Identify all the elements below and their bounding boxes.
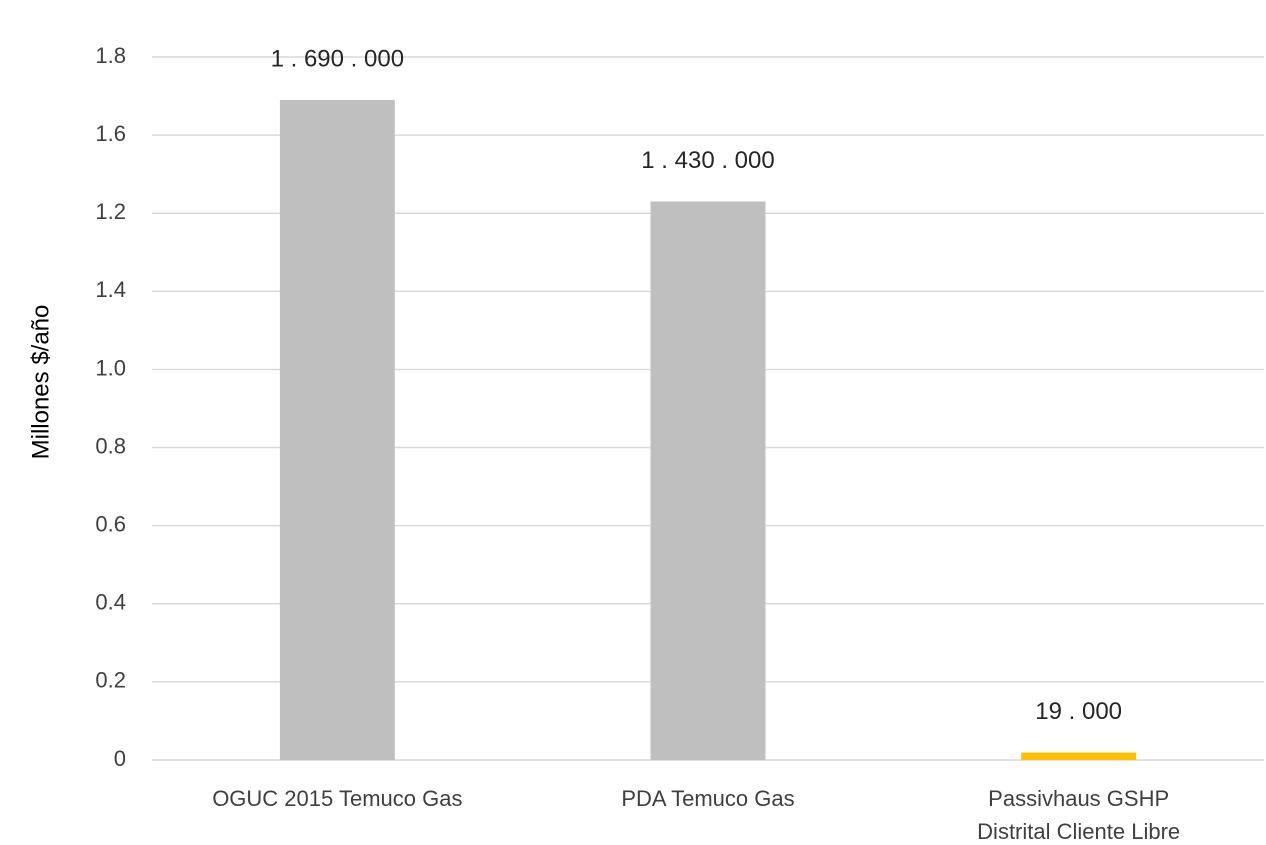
x-tick-label: Passivhaus GSHP Distrital Cliente Libre [977, 786, 1180, 844]
y-tick-label: 0.4 [95, 590, 126, 615]
y-tick-label: 0.6 [95, 511, 126, 536]
data-label: 1 . 430 . 000 [641, 147, 774, 174]
y-tick-label: 1.8 [95, 43, 126, 68]
bar [650, 201, 766, 760]
x-tick-label: PDA Temuco Gas [621, 786, 794, 811]
bar [1021, 752, 1137, 760]
y-tick-label: 0.2 [95, 668, 126, 693]
bar [279, 99, 395, 760]
x-tick-label: OGUC 2015 Temuco Gas [212, 786, 462, 811]
y-tick-label: 1.4 [95, 277, 126, 302]
y-tick-label: 1.0 [95, 355, 126, 380]
y-tick-label: 0.8 [95, 433, 126, 458]
y-tick-label: 1.2 [95, 199, 126, 224]
data-label: 19 . 000 [1035, 698, 1122, 725]
y-tick-label: 1.6 [95, 121, 126, 146]
y-axis-label: Millones $/año [27, 305, 54, 460]
y-tick-label: 0 [114, 746, 126, 771]
data-label: 1 . 690 . 000 [271, 45, 404, 72]
